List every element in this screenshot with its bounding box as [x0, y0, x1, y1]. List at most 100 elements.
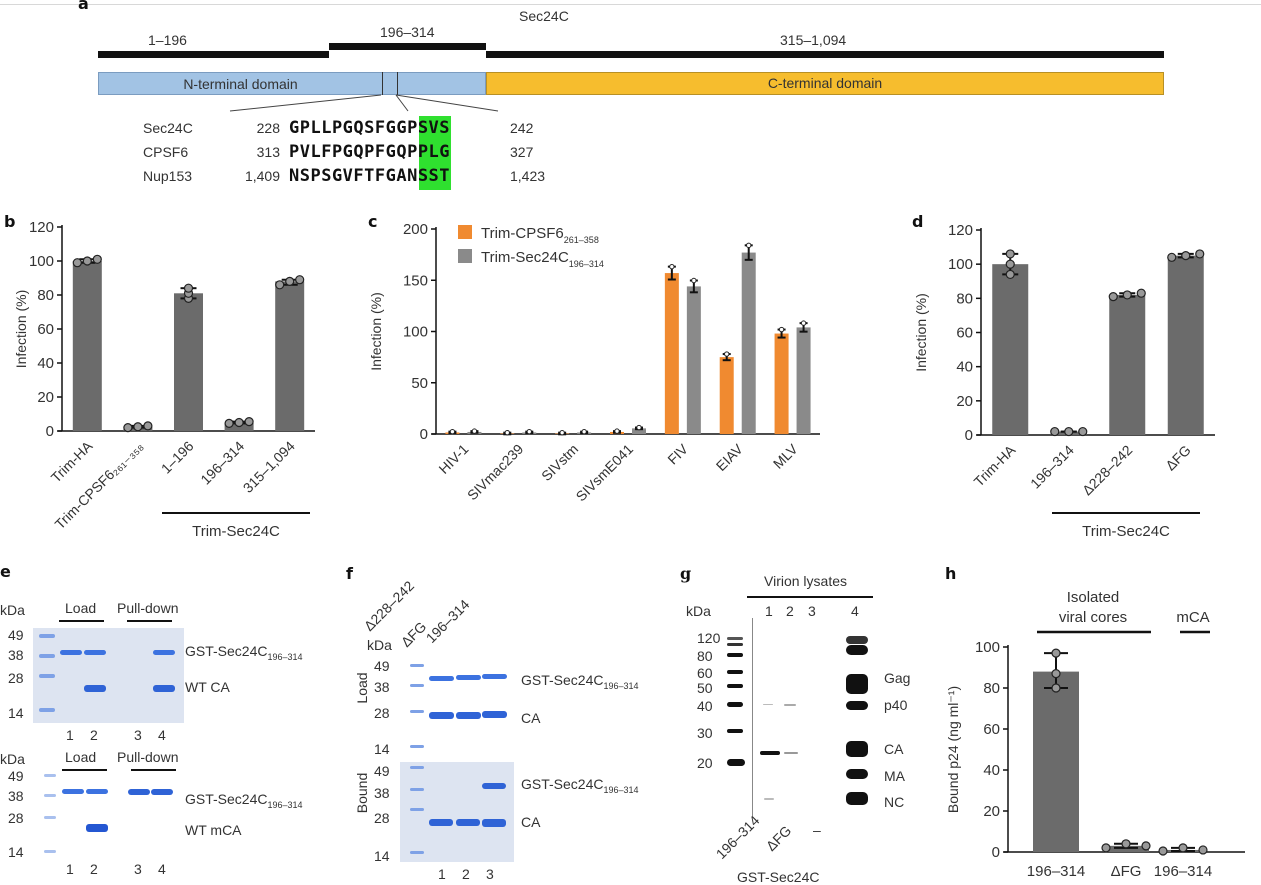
data-point	[636, 424, 642, 431]
alignment-sequence: NSPSGVFTFGANSST	[289, 166, 451, 186]
f-load-band2-label: CA	[521, 710, 541, 726]
y-tick-label: 80	[956, 290, 973, 307]
legend-label: Trim-CPSF6261–358	[481, 225, 599, 245]
e-top-load-label: Load	[65, 600, 97, 616]
g-band-ma: MA	[884, 768, 905, 784]
x-tick-label: ΔFG	[1111, 863, 1142, 879]
legend-swatch	[458, 249, 472, 263]
gel-band	[151, 789, 173, 795]
e-bottom-load-line	[62, 769, 107, 771]
ladder-band	[44, 794, 56, 797]
blot-band	[846, 701, 868, 710]
gel-band	[86, 789, 108, 794]
f-bound-marker-38: 38	[374, 785, 390, 801]
bar	[275, 281, 305, 431]
bar	[741, 252, 756, 434]
e-kda-label: kDa	[0, 602, 25, 618]
gel-band	[482, 783, 506, 789]
f-bound-label: Bound	[354, 772, 370, 814]
g-band-p40: p40	[884, 697, 908, 713]
e-top-pulldown-line	[127, 620, 172, 622]
y-tick-label: 20	[983, 803, 1000, 820]
gel-band	[62, 789, 84, 794]
g-lane-1: 1	[765, 603, 773, 619]
ladder-band	[410, 851, 424, 854]
x-tick-label: HIV-1	[435, 441, 471, 477]
gel-band	[153, 650, 175, 655]
e-bottom-band1-label: GST-Sec24C196–314	[185, 791, 303, 810]
n-terminal-domain: N-terminal domain	[98, 72, 486, 95]
g-marker-80: 80	[697, 648, 713, 664]
x-tick-label: SIVsmE041	[573, 441, 637, 505]
ladder-band	[44, 816, 56, 819]
data-point	[1051, 683, 1061, 693]
f-load-marker-28: 28	[374, 705, 390, 721]
y-tick-label: 200	[403, 221, 428, 238]
ladder-band	[727, 729, 743, 733]
data-point	[526, 428, 532, 435]
data-point	[1005, 259, 1015, 269]
panel-label-d: d	[912, 212, 924, 231]
g-lane-divider	[752, 618, 753, 816]
data-point	[1078, 426, 1088, 437]
e-bottom-marker-14: 14	[8, 844, 24, 860]
data-point	[1101, 843, 1111, 853]
gel-band	[84, 685, 106, 692]
data-point	[1121, 839, 1131, 849]
ladder-band	[410, 684, 424, 687]
band-subscript: 196–314	[267, 651, 303, 662]
alignment-sequence: GPLLPGQSFGGPSVS	[289, 118, 451, 138]
bar	[774, 333, 789, 434]
c-terminal-domain: C-terminal domain	[486, 72, 1164, 95]
y-tick-label: 80	[983, 680, 1000, 697]
g-band-ca: CA	[884, 741, 904, 757]
f-lane-2: 2	[462, 866, 470, 882]
g-marker-120: 120	[697, 630, 721, 646]
g-lane-2: 2	[786, 603, 794, 619]
group-label: Trim-Sec24C	[1082, 523, 1170, 540]
alignment-start: 228	[256, 120, 280, 136]
bar	[174, 293, 203, 431]
zoom-line-left	[229, 94, 382, 112]
top-divider	[0, 4, 1261, 5]
ladder-band	[727, 653, 743, 657]
g-header-line	[747, 596, 873, 598]
g-marker-50: 50	[697, 680, 713, 696]
gel-band	[456, 819, 480, 826]
g-marker-30: 30	[697, 725, 713, 741]
g-lane-label-2: ΔFG	[762, 822, 795, 854]
gel-band	[128, 789, 150, 795]
alignment-name: CPSF6	[143, 144, 189, 160]
chart-d: 0 20 40 60 80 100 120 Infection (%) Trim-HA 196–3…	[913, 222, 1215, 540]
g-header: Virion lysates	[764, 573, 848, 589]
y-tick-label: 60	[956, 325, 973, 342]
e-top-gel	[33, 628, 184, 723]
band-name: GST-Sec24C	[185, 643, 268, 659]
blot-band	[764, 798, 774, 800]
alignment-start: 313	[256, 144, 280, 160]
data-point	[285, 276, 295, 287]
bar	[992, 264, 1029, 435]
blot-band	[846, 645, 868, 655]
gel-band	[482, 819, 506, 827]
x-tick-label: ΔFG	[1162, 442, 1194, 474]
alignment-end: 1,423	[510, 168, 546, 184]
ladder-band	[410, 710, 424, 713]
blot-band	[760, 751, 780, 755]
protein-name: Sec24C	[519, 8, 569, 24]
legend-name: Trim-Sec24C	[481, 249, 569, 266]
e-top-lane-4: 4	[158, 727, 166, 743]
bar	[796, 327, 811, 434]
alignment-end: 327	[510, 144, 534, 160]
band-name: GST-Sec24C	[521, 672, 604, 688]
e-bottom-pulldown-line	[131, 769, 176, 771]
group-label: Trim-Sec24C	[192, 523, 280, 540]
blot-band	[846, 741, 868, 757]
e-top-marker-14: 14	[8, 705, 24, 721]
data-point	[778, 326, 785, 333]
data-point	[295, 275, 305, 285]
e-top-lane-1: 1	[66, 727, 74, 743]
x-tick-label: Trim-HA	[48, 437, 96, 485]
data-point	[581, 428, 587, 435]
